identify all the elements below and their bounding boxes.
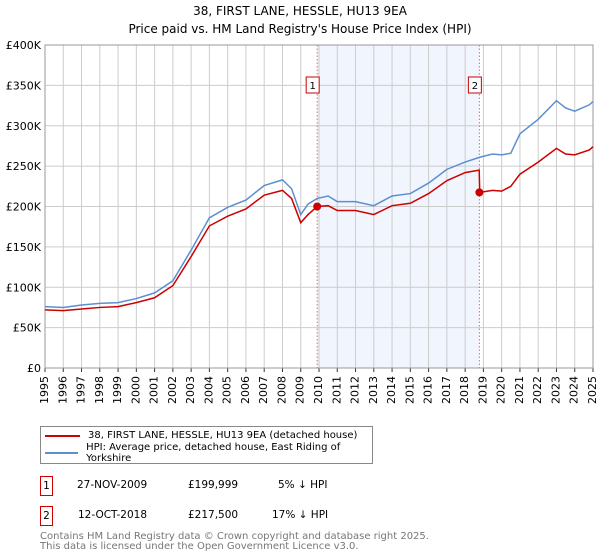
y-tick-label: £100K: [6, 281, 42, 294]
y-tick-label: £0: [27, 362, 41, 375]
x-tick-label: 2020: [495, 376, 508, 404]
y-tick-label: £200K: [6, 201, 42, 214]
price-chart: 38, FIRST LANE, HESSLE, HU13 9EA Price p…: [6, 4, 599, 404]
x-tick-label: 2003: [184, 376, 197, 404]
x-tick-label: 1999: [111, 376, 124, 404]
sale-hpi-diff: 17% ↓ HPI: [272, 509, 329, 521]
x-tick-label: 2005: [221, 376, 234, 404]
sale-price: £199,999: [188, 479, 239, 491]
sale-row: 1 27-NOV-2009 £199,999 5% ↓ HPI: [40, 476, 560, 496]
legend: 38, FIRST LANE, HESSLE, HU13 9EA (detach…: [40, 426, 373, 464]
x-tick-label: 2018: [458, 376, 471, 404]
x-tick-label: 2023: [549, 376, 562, 404]
sale-date: 12-OCT-2018: [78, 509, 147, 521]
x-tick-label: 2022: [531, 376, 544, 404]
y-tick-label: £350K: [6, 79, 42, 92]
sale-row: 2 12-OCT-2018 £217,500 17% ↓ HPI: [40, 506, 560, 526]
x-tick-label: 2021: [513, 376, 526, 404]
legend-item-property: 38, FIRST LANE, HESSLE, HU13 9EA (detach…: [41, 427, 372, 444]
x-tick-label: 1996: [56, 376, 69, 404]
footer-line: This data is licensed under the Open Gov…: [40, 541, 359, 552]
y-tick-label: £50K: [13, 322, 42, 335]
x-tick-label: 2017: [440, 376, 453, 404]
x-tick-label: 2010: [312, 376, 325, 404]
x-tick-label: 2024: [568, 376, 581, 404]
x-tick-label: 2004: [202, 376, 215, 404]
legend-label: HPI: Average price, detached house, East…: [86, 441, 341, 464]
x-tick-label: 2011: [330, 376, 343, 404]
x-tick-label: 2000: [129, 376, 142, 404]
legend-item-hpi: HPI: Average price, detached house, East…: [41, 441, 372, 464]
footer: Contains HM Land Registry data © Crown c…: [40, 532, 429, 552]
x-tick-label: 1997: [75, 376, 88, 404]
sale-marker-badge: 2: [40, 506, 53, 526]
sale-point: [475, 188, 484, 197]
sale-label: 2: [472, 81, 478, 92]
y-tick-label: £250K: [6, 160, 42, 173]
property-line: [44, 146, 594, 312]
sale-hpi-diff: 5% ↓ HPI: [278, 479, 328, 491]
x-tick-label: 2015: [403, 376, 416, 404]
x-tick-label: 2014: [385, 376, 398, 404]
x-tick-label: 2012: [349, 376, 362, 404]
plot-frame: [44, 44, 594, 369]
x-tick-label: 2025: [586, 376, 599, 404]
x-tick-label: 2007: [257, 376, 270, 404]
x-tick-label: 2016: [422, 376, 435, 404]
sale-point: [313, 202, 322, 211]
sale-label-box: [305, 76, 320, 94]
x-tick-label: 2006: [239, 376, 252, 404]
sale-marker-badge: 1: [40, 476, 53, 496]
x-tick-label: 2013: [367, 376, 380, 404]
x-tick-label: 1998: [93, 376, 106, 404]
x-tick-label: 2019: [476, 376, 489, 404]
y-tick-label: £150K: [6, 241, 42, 254]
x-tick-label: 2009: [294, 376, 307, 404]
sale-label: 1: [309, 81, 315, 92]
x-tick-label: 2002: [166, 376, 179, 404]
x-tick-label: 1995: [38, 376, 51, 404]
legend-swatch: [45, 434, 80, 437]
hpi-line: [44, 99, 594, 309]
footer-line: Contains HM Land Registry data © Crown c…: [40, 531, 429, 542]
chart-title: 38, FIRST LANE, HESSLE, HU13 9EA: [193, 4, 408, 18]
x-tick-label: 2008: [275, 376, 288, 404]
sale-price: £217,500: [188, 509, 239, 521]
legend-label: 38, FIRST LANE, HESSLE, HU13 9EA (detach…: [88, 430, 358, 441]
y-tick-label: £300K: [6, 120, 42, 133]
chart-subtitle: Price paid vs. HM Land Registry's House …: [128, 22, 471, 36]
legend-swatch: [45, 451, 79, 454]
sale-label-box: [467, 76, 482, 94]
x-tick-label: 2001: [148, 376, 161, 404]
sale-date: 27-NOV-2009: [77, 479, 148, 491]
y-tick-label: £400K: [6, 39, 42, 52]
